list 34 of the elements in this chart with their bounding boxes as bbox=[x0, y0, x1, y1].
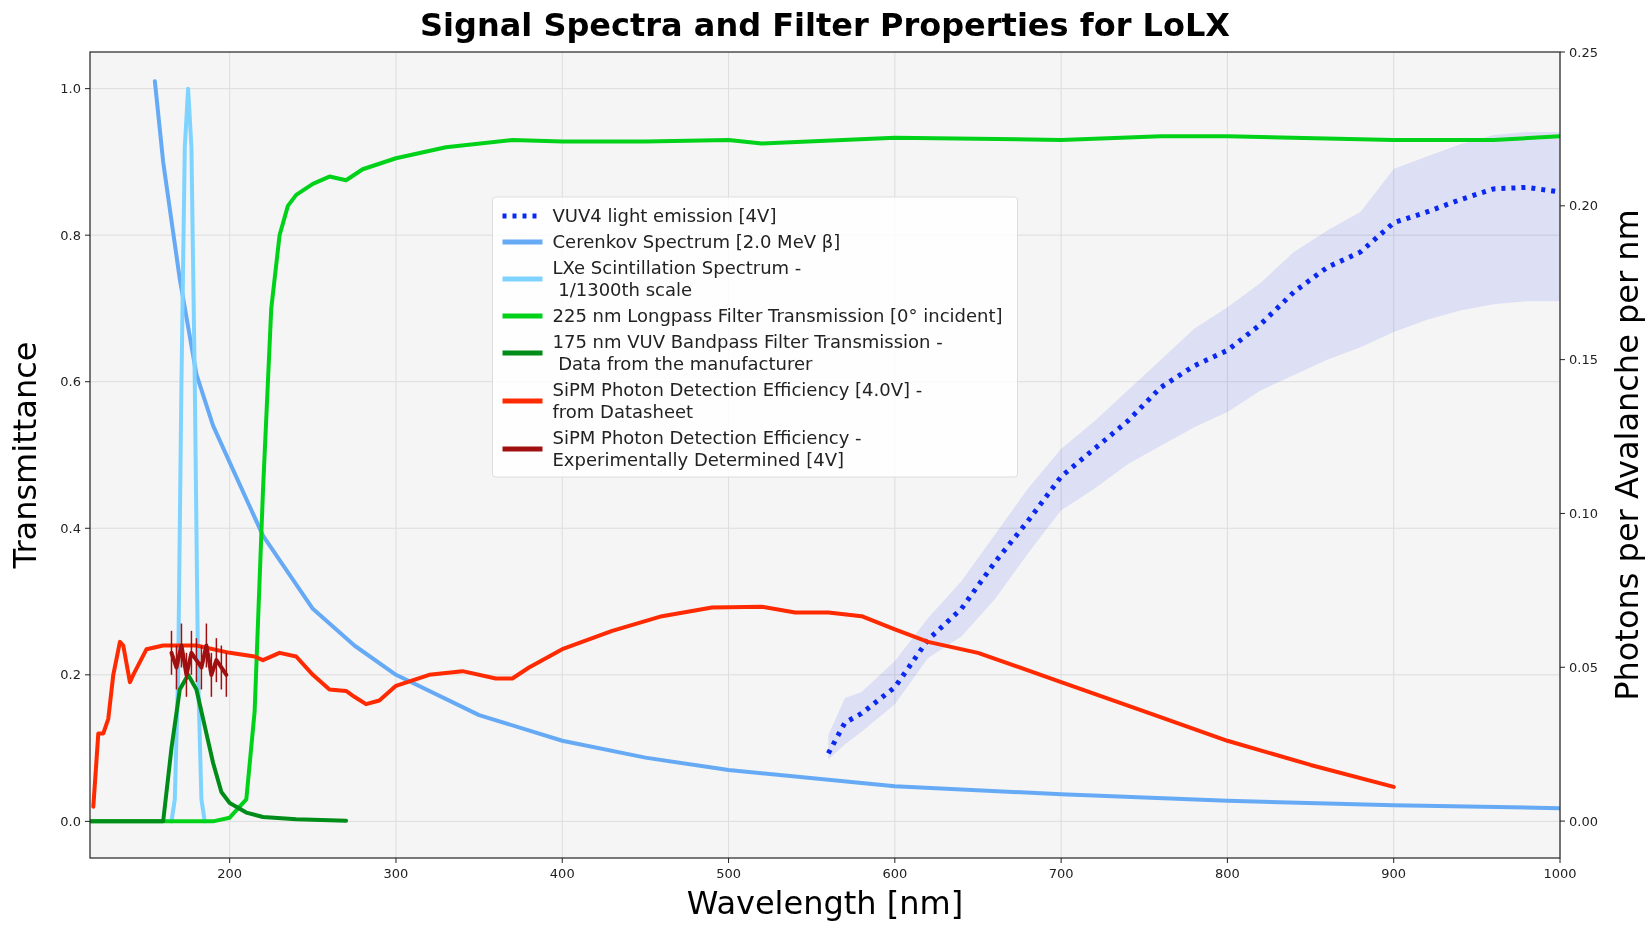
x-tick-label: 900 bbox=[1381, 866, 1407, 881]
legend-label: SiPM Photon Detection Efficiency - Experimentally Determined [4V] bbox=[552, 427, 862, 470]
x-axis-title: Wavelength [nm] bbox=[686, 884, 964, 922]
x-tick-label: 500 bbox=[716, 866, 741, 881]
x-tick-label: 600 bbox=[882, 866, 908, 881]
chart-title: Signal Spectra and Filter Properties for LoLX bbox=[419, 6, 1231, 44]
y-tick-label: 0.8 bbox=[60, 227, 81, 243]
x-tick-label: 800 bbox=[1215, 866, 1240, 881]
legend-label: 175 nm VUV Bandpass Filter Transmission - Data from the manufacturer bbox=[552, 331, 943, 374]
x-tick-label: 400 bbox=[549, 866, 575, 881]
y-tick-label: 0.4 bbox=[60, 520, 81, 536]
y-tick-label: 0.2 bbox=[60, 667, 81, 683]
y2-tick-label: 0.00 bbox=[1569, 813, 1598, 829]
y2-tick-label: 0.25 bbox=[1569, 44, 1598, 60]
legend-label: 225 nm Longpass Filter Transmission [0° incident] bbox=[552, 305, 1003, 326]
y-tick-label: 0.0 bbox=[60, 813, 81, 829]
x-tick-label: 700 bbox=[1048, 866, 1074, 881]
y-tick-label: 0.6 bbox=[60, 374, 81, 390]
line-series bbox=[91, 604, 1396, 809]
x-tick-label: 300 bbox=[383, 866, 409, 881]
y-tick-label: 1.0 bbox=[60, 81, 81, 97]
line-series bbox=[90, 672, 349, 824]
legend-label: SiPM Photon Detection Efficiency [4.0V] - from Datasheet bbox=[552, 379, 923, 422]
y2-tick-label: 0.05 bbox=[1569, 659, 1598, 675]
legend-label: LXe Scintillation Spectrum - 1/1300th scale bbox=[552, 257, 802, 300]
x-tick-label: 200 bbox=[217, 866, 243, 881]
y2-tick-label: 0.15 bbox=[1569, 352, 1598, 368]
x-tick-label: 1000 bbox=[1543, 866, 1577, 881]
legend-label: Cerenkov Spectrum [2.0 MeV β] bbox=[552, 231, 841, 252]
legend-label: VUV4 light emission [4V] bbox=[552, 205, 777, 226]
y2-axis-title: Photons per Avalanche per nm bbox=[1608, 209, 1646, 701]
y-axis-title: Transmittance bbox=[6, 341, 44, 570]
y2-tick-label: 0.10 bbox=[1569, 506, 1598, 521]
y2-tick-label: 0.20 bbox=[1569, 198, 1598, 214]
